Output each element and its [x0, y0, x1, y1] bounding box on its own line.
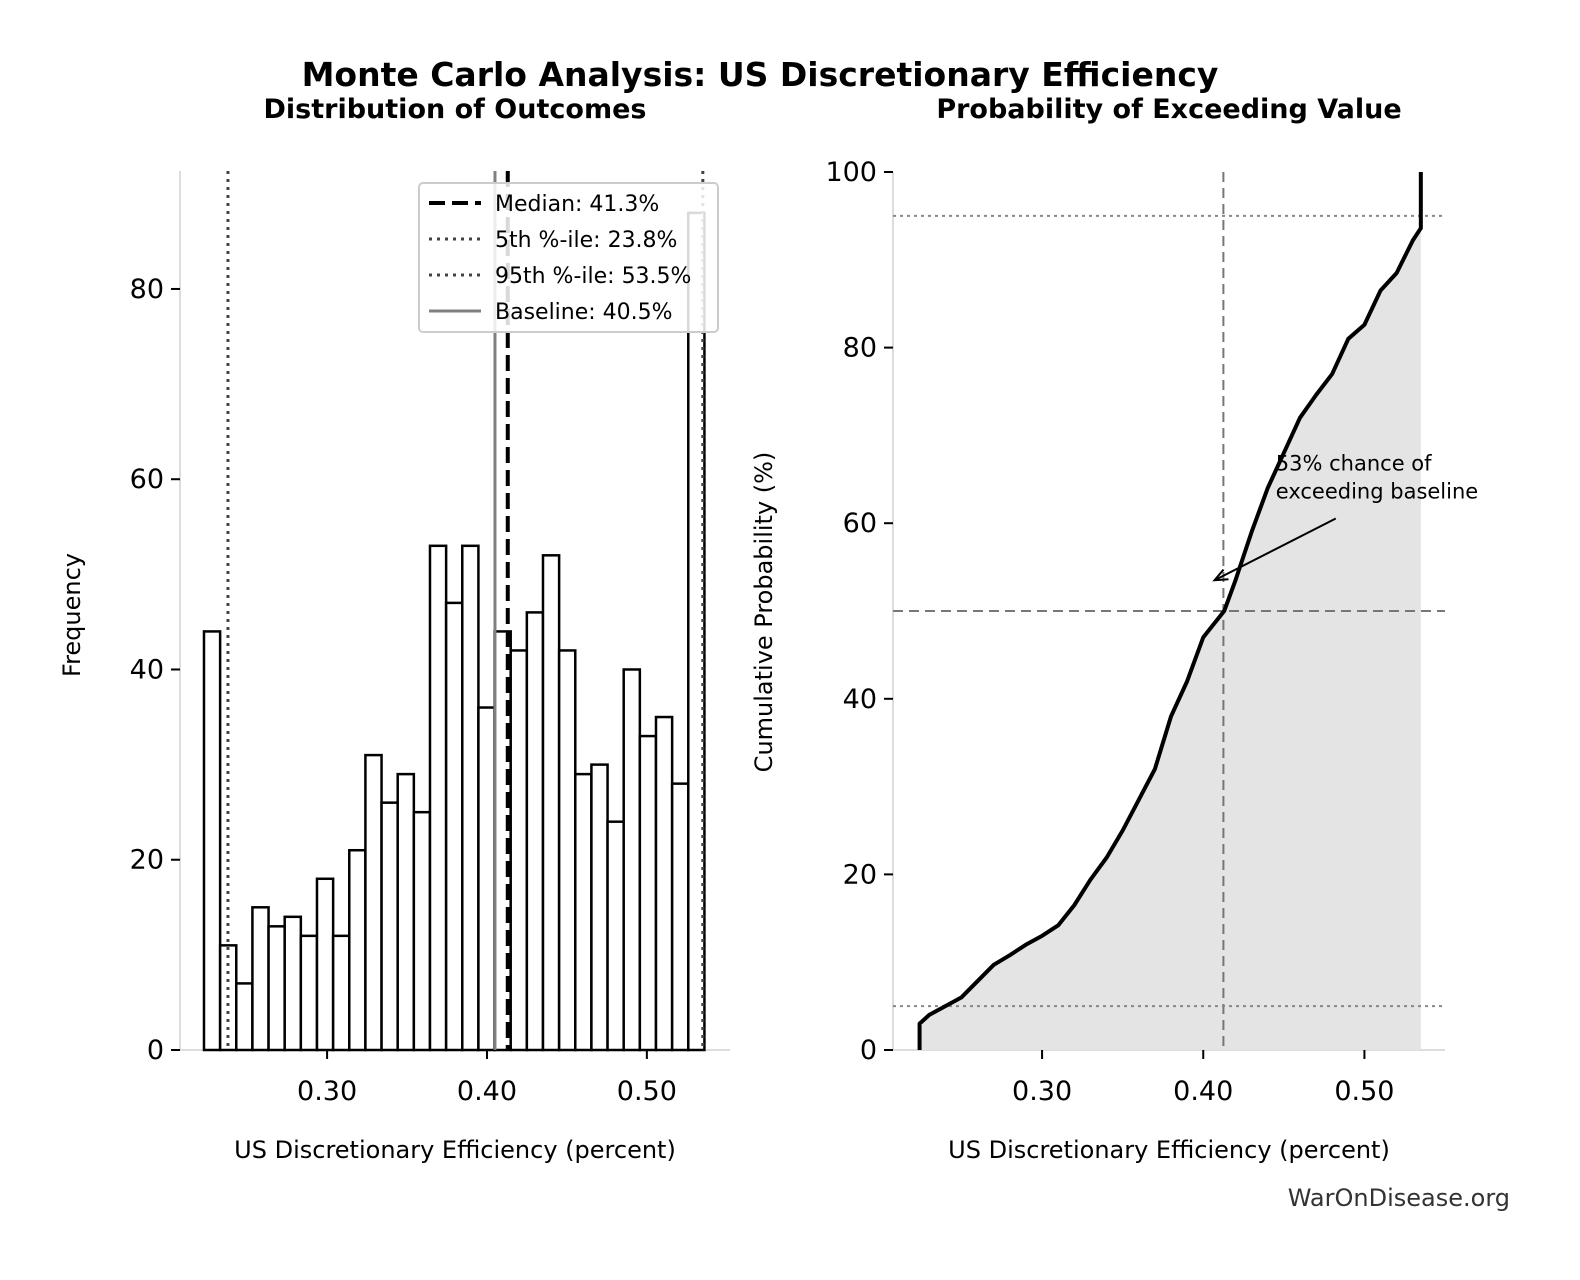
- cdf-line: [917, 172, 1423, 1050]
- x-tick-label: 0.40: [1173, 1076, 1233, 1107]
- y-tick-label: 20: [843, 859, 877, 890]
- y-tick-label: 60: [843, 508, 877, 539]
- histogram-bar: [444, 601, 464, 1052]
- histogram-bar: [202, 630, 222, 1052]
- annotation-arrow: [1214, 517, 1337, 582]
- histogram-bar: [315, 877, 335, 1052]
- left-xlabel: US Discretionary Efficiency (percent): [234, 1136, 676, 1164]
- figure-title: Monte Carlo Analysis: US Discretionary E…: [302, 55, 1219, 94]
- cdf-area-fill: [919, 172, 1421, 1050]
- histogram-bar: [606, 820, 625, 1052]
- histogram-bar: [461, 544, 480, 1052]
- histogram-bar: [267, 925, 286, 1052]
- histogram-bar: [574, 772, 593, 1052]
- right-subtitle: Probability of Exceeding Value: [936, 94, 1401, 125]
- x-tick-label: 0.30: [1012, 1076, 1072, 1107]
- histogram-bar: [251, 906, 270, 1052]
- y-tick-label: 80: [843, 333, 877, 364]
- histogram-bar: [525, 611, 545, 1052]
- x-tick-label: 0.30: [297, 1076, 357, 1107]
- watermark: WarOnDisease.org: [1288, 1184, 1510, 1212]
- histogram-bar: [331, 934, 351, 1052]
- annotation-arrowhead: [1212, 568, 1229, 582]
- annotation-text: 53% chance of: [1276, 452, 1432, 476]
- y-tick-label: 0: [860, 1035, 877, 1066]
- histogram-bar: [590, 763, 609, 1052]
- left-ylabel: Frequency: [58, 553, 86, 677]
- left-subtitle: Distribution of Outcomes: [264, 94, 647, 125]
- histogram-bar: [622, 668, 642, 1052]
- y-tick-label: 60: [130, 464, 164, 495]
- histogram-bar: [299, 934, 319, 1052]
- histogram-bar: [541, 554, 561, 1052]
- y-tick-label: 40: [130, 654, 164, 685]
- histogram-bar: [235, 982, 254, 1052]
- histogram-bar: [654, 715, 674, 1052]
- y-tick-label: 100: [825, 157, 877, 188]
- legend: Median: 41.3% 5th %-ile: 23.8% 95th %-ile:…: [418, 182, 719, 333]
- histogram-bar: [428, 544, 448, 1052]
- right-xlabel: US Discretionary Efficiency (percent): [948, 1136, 1390, 1164]
- histogram-bar: [348, 848, 367, 1052]
- histogram-bar: [412, 810, 432, 1052]
- y-tick-label: 20: [130, 845, 164, 876]
- x-tick-label: 0.40: [457, 1076, 517, 1107]
- histogram-bar: [509, 649, 529, 1052]
- x-tick-label: 0.50: [1334, 1076, 1394, 1107]
- right-ylabel: Cumulative Probability (%): [750, 452, 778, 773]
- histogram-bar: [477, 706, 496, 1052]
- histogram-panel: 0 20 40 60 80 0.30 0.40 0.50 Median: 41.3% 5th %-…: [130, 171, 730, 1107]
- y-tick-label: 0: [147, 1035, 164, 1066]
- legend-label: Baseline: 40.5%: [495, 300, 673, 325]
- histogram-bar: [380, 801, 399, 1052]
- y-tick-label: 80: [130, 274, 164, 305]
- histogram-bar: [670, 782, 690, 1052]
- histogram-bar: [396, 772, 416, 1052]
- legend-label: Median: 41.3%: [495, 192, 659, 217]
- histogram-bar: [364, 753, 383, 1052]
- y-tick-label: 40: [843, 684, 877, 715]
- legend-label: 5th %-ile: 23.8%: [495, 228, 677, 253]
- histogram-bar: [557, 649, 577, 1052]
- histogram-bar: [283, 915, 303, 1052]
- cdf-panel: 0 20 40 60 80 100 0.30 0.40 0.50 53% chance of exc…: [825, 157, 1478, 1107]
- x-tick-label: 0.50: [617, 1076, 677, 1107]
- legend-label: 95th %-ile: 53.5%: [495, 264, 691, 289]
- annotation-text: exceeding baseline: [1276, 480, 1478, 504]
- histogram-bar: [638, 734, 658, 1052]
- legend-box: [418, 182, 719, 333]
